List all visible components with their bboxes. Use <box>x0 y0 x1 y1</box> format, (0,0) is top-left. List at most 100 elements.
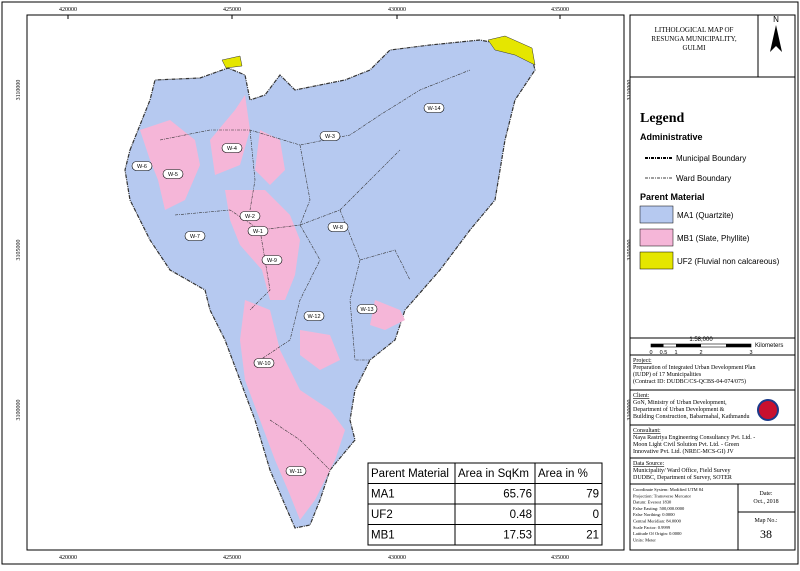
ward-badge <box>131 161 153 171</box>
info-text: Naya Rastriya Engineering Consultancy Pv… <box>633 435 755 441</box>
grid-label-x: 430000 <box>388 7 406 13</box>
date-label: Date: <box>760 491 773 497</box>
scale-tick: 0.5 <box>660 350 668 356</box>
ward-label: W-6 <box>137 164 147 170</box>
ward-badge <box>356 304 378 314</box>
table-cell: MB1 <box>371 530 395 542</box>
table-header: Area in % <box>538 468 588 480</box>
ward-badge <box>239 211 261 221</box>
map-body: W-1 W-2 W-3 W-4 W-5 W-6 W-7 W-8 W-9 W-10 W-11 W-12 W… <box>124 35 536 529</box>
table-cell: MA1 <box>371 489 395 501</box>
title-2: RESUNGA MUNICIPALITY, <box>651 35 736 43</box>
legend-label: Municipal Boundary <box>676 154 746 163</box>
scale-tick: 2 <box>699 350 702 356</box>
info-text: Building Construction, Babarmahal, Kathm… <box>633 414 749 420</box>
title-3: GULMI <box>683 44 707 52</box>
coord-text: Datum: Everest 1830 <box>633 500 672 505</box>
ward-label: W-9 <box>267 258 277 264</box>
table-cell: 21 <box>586 530 599 542</box>
legend-label: MB1 (Slate, Phyllite) <box>677 234 750 243</box>
info-text: Municipality/ Ward Office, Field Survey <box>633 467 730 474</box>
table-cell: 17.53 <box>503 530 532 542</box>
grid-label-x: 435000 <box>551 555 569 561</box>
title-1: LITHOLOGICAL MAP OF <box>655 26 734 34</box>
table-cell: 65.76 <box>503 489 532 501</box>
ward-badge <box>285 466 307 476</box>
grid-label-x: 420000 <box>59 7 77 13</box>
coord-text: Units: Meter <box>633 537 656 542</box>
ward-label: W-13 <box>360 307 373 313</box>
uf2-areas <box>221 35 536 69</box>
ward-badge <box>261 255 283 265</box>
scale-tick: 1 <box>674 350 677 356</box>
ward-badge <box>162 169 184 179</box>
ward-label: W-2 <box>245 214 255 220</box>
legend-label: UF2 (Fluvial non calcareous) <box>677 257 780 266</box>
ward-label: W-12 <box>307 314 320 320</box>
ward-label: W-1 <box>253 229 263 235</box>
map-no-value: 38 <box>760 527 772 541</box>
legend-label: MA1 (Quartzite) <box>677 211 734 220</box>
ward-badge <box>319 131 341 141</box>
info-heading: Consultant: <box>633 428 661 434</box>
coord-text: Central Meridian: 84.0000 <box>633 519 682 524</box>
north-label: N <box>773 15 779 24</box>
info-text: (IUDP) of 17 Municipalities <box>633 371 702 378</box>
ward-badge <box>327 222 349 232</box>
ward-badge <box>423 103 445 113</box>
info-text: DUDBC, Department of Survey, SOTER <box>633 474 732 481</box>
ward-label: W-5 <box>168 172 178 178</box>
table-cell: 0 <box>593 509 599 521</box>
coord-text: Coordinate System: Modified UTM 84 <box>633 487 704 492</box>
scale-unit: Kilometers <box>755 343 783 349</box>
ward-label: W-10 <box>257 361 270 367</box>
table-header: Area in SqKm <box>458 468 529 480</box>
side-panel <box>629 14 796 551</box>
legend-heading: Parent Material <box>640 192 705 202</box>
grid-label-x: 420000 <box>59 555 77 561</box>
scale-tick: 3 <box>749 350 752 356</box>
legend-label: Ward Boundary <box>676 174 731 183</box>
ward-badge <box>303 311 325 321</box>
grid-label-y: 3100000 <box>16 400 22 421</box>
coord-text: Scale Factor: 0.9999 <box>633 525 671 530</box>
grid-label-x: 435000 <box>551 7 569 13</box>
ward-badge <box>253 358 275 368</box>
table-cell: 0.48 <box>510 509 532 521</box>
info-text: Department of Urban Development & <box>633 406 725 413</box>
table-cell: 79 <box>586 489 599 501</box>
scale-tick: 0 <box>649 350 652 356</box>
grid-label-x: 430000 <box>388 555 406 561</box>
coord-text: Projection: Transverse Mercator <box>633 493 691 498</box>
info-text: Preparation of Integrated Urban Developm… <box>633 364 755 371</box>
scale-ratio: 1:58,000 <box>689 337 713 343</box>
coord-text: False Easting: 500,000.0000 <box>633 506 685 512</box>
ward-label: W-7 <box>190 234 200 240</box>
coord-text: Latitude Of Origin: 0.0000 <box>633 531 682 536</box>
date-value: Oct., 2018 <box>753 499 778 505</box>
ward-label: W-3 <box>325 134 335 140</box>
info-heading: Client: <box>633 393 650 399</box>
legend-heading: Administrative <box>640 132 703 142</box>
grid-label-y: 3105000 <box>16 240 22 261</box>
legend-title: Legend <box>640 111 685 126</box>
info-text: Innovative Pvt. Ltd. (NREC-MCS-GI) JV <box>633 448 734 455</box>
ward-badge <box>184 231 206 241</box>
info-heading: Data Source: <box>633 461 664 467</box>
grid-label-x: 425000 <box>223 555 241 561</box>
ward-label: W-11 <box>290 469 303 475</box>
info-text: Moon Light Civil Solution Pvt. Ltd. - Gr… <box>633 442 739 448</box>
ward-badge <box>247 226 269 236</box>
info-heading: Project: <box>633 358 652 364</box>
grid-label-y: 3110000 <box>16 80 22 101</box>
map-no-label: Map No.: <box>755 518 778 524</box>
ward-label: W-8 <box>333 225 343 231</box>
table-header: Parent Material <box>371 468 449 480</box>
ward-badge <box>221 143 243 153</box>
coord-text: False Northing: 0.0000 <box>633 512 675 517</box>
grid-label-x: 425000 <box>223 7 241 13</box>
info-text: GoN, Ministry of Urban Development, <box>633 399 727 406</box>
table-cell: UF2 <box>371 509 393 521</box>
ward-label: W-4 <box>227 146 237 152</box>
